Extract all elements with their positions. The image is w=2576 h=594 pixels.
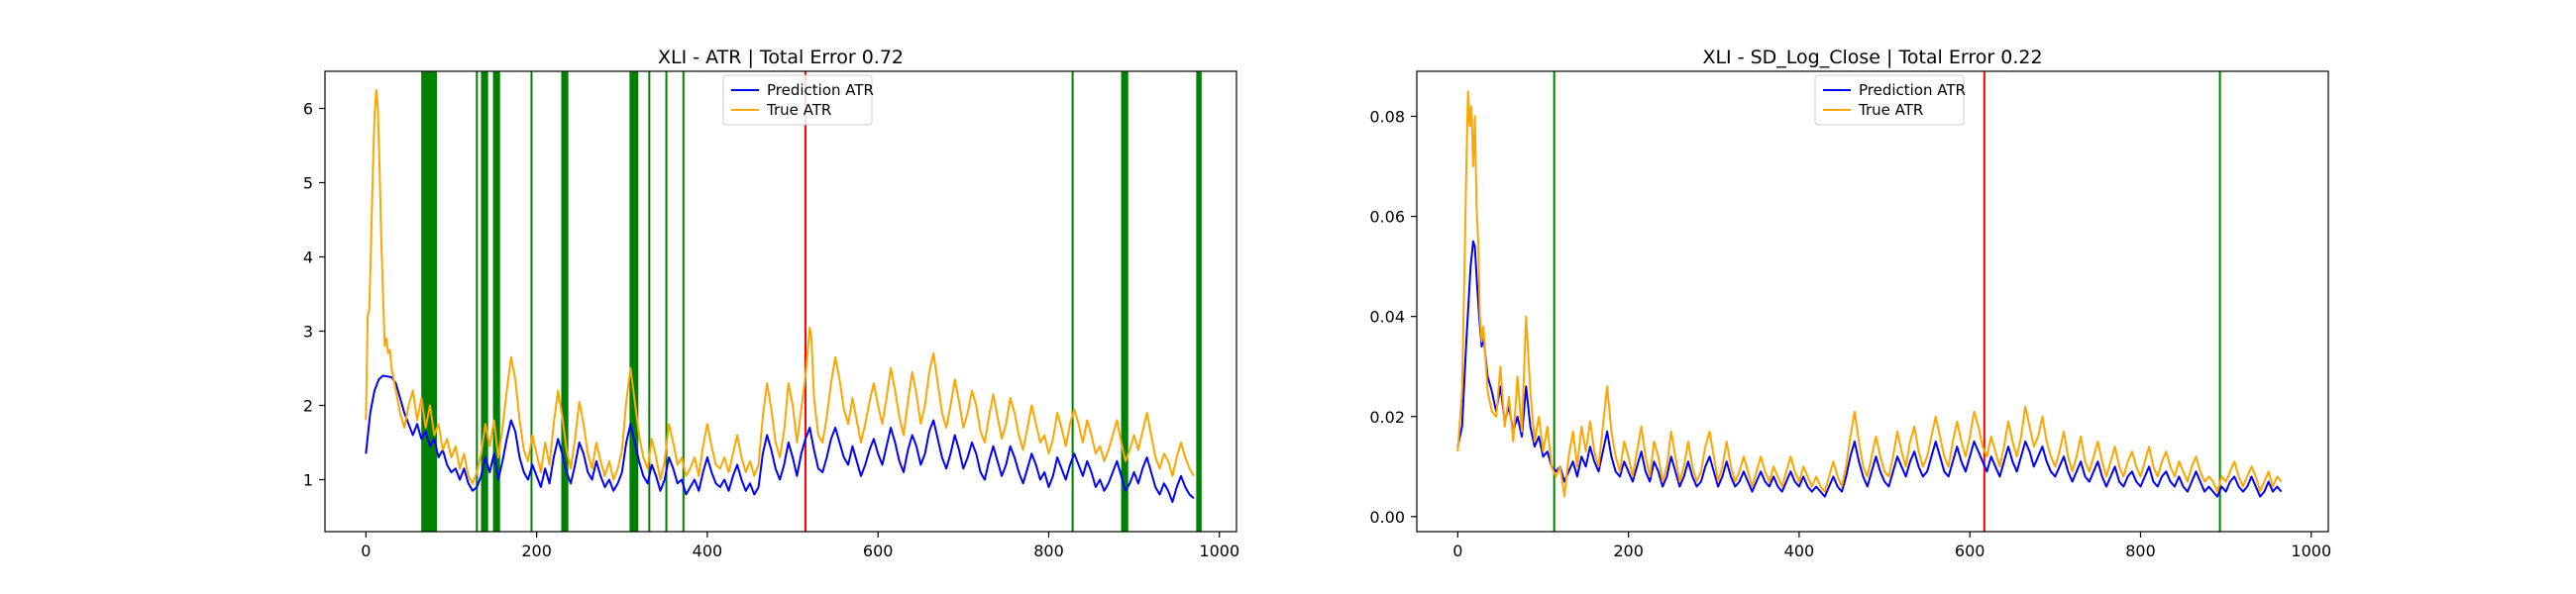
y-tick-label: 0.04 [1369, 308, 1405, 327]
legend-box [722, 74, 873, 126]
axes-frame [1416, 70, 2329, 533]
x-tick-label: 200 [521, 542, 552, 560]
legend-box [1814, 74, 1965, 126]
x-tick-label: 1000 [1199, 542, 1239, 560]
legend: Prediction ATR True ATR [1814, 74, 1966, 126]
true-series-line [365, 88, 1195, 485]
legend-label: True ATR [1858, 101, 1923, 119]
y-tick-label: 0.00 [1369, 508, 1405, 527]
legend-label: True ATR [766, 101, 831, 119]
prediction-series-line [1456, 240, 2283, 498]
y-tick-label: 0.02 [1369, 408, 1405, 427]
plot-area [1456, 71, 2283, 532]
legend: Prediction ATR True ATR [722, 74, 874, 126]
axes-frame [324, 70, 1237, 533]
y-tick-label: 2 [303, 397, 313, 416]
chart-title: XLI - ATR | Total Error 0.72 [658, 47, 904, 68]
x-tick-label: 400 [1784, 542, 1815, 560]
x-tick-label: 600 [1955, 542, 1986, 560]
y-tick-label: 4 [303, 248, 313, 267]
chart-title: XLI - SD_Log_Close | Total Error 0.22 [1702, 47, 2042, 68]
x-tick-label: 200 [1613, 542, 1644, 560]
y-tick-label: 1 [303, 471, 313, 490]
chart-2: 0 200 400 600 800 1000 0.00 0.02 0.04 0.06 0.08 XLI… [1369, 47, 2331, 560]
x-tick-label: 0 [1452, 542, 1462, 560]
true-series-line [1456, 90, 2283, 498]
y-tick-label: 0.08 [1369, 107, 1405, 126]
y-tick-label: 3 [303, 323, 313, 342]
x-tick-label: 800 [2125, 542, 2156, 560]
x-tick-label: 400 [693, 542, 723, 560]
x-tick-label: 600 [863, 542, 894, 560]
x-tick-label: 1000 [2291, 542, 2331, 560]
legend-label: Prediction ATR [1859, 81, 1966, 99]
x-tick-label: 0 [361, 542, 371, 560]
y-tick-label: 5 [303, 174, 313, 193]
chart-1: 0 200 400 600 800 1000 1 2 3 4 5 6 XLI - ATR | Total… [303, 47, 1239, 560]
prediction-series-line [365, 374, 1195, 503]
y-tick-label: 6 [303, 100, 313, 119]
y-tick-label: 0.06 [1369, 208, 1405, 227]
legend-label: Prediction ATR [767, 81, 874, 99]
x-tick-label: 800 [1033, 542, 1064, 560]
plot-area [365, 71, 1202, 532]
